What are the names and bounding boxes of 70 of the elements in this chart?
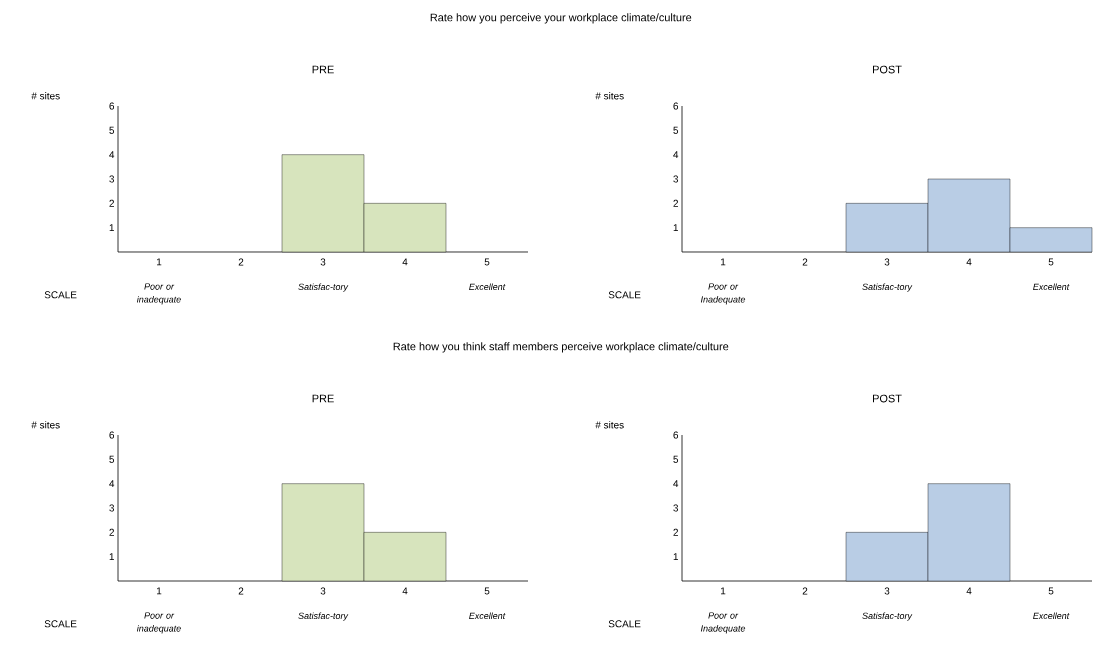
text: Satisfac-tory xyxy=(862,283,913,292)
y-tick-label: 6 xyxy=(673,431,679,439)
y-tick-label: 3 xyxy=(109,504,115,512)
y-tick-label: 2 xyxy=(109,199,114,207)
x-tick-label: 4 xyxy=(966,587,972,595)
y-tick-label: 3 xyxy=(673,175,679,183)
x-axis-title: SCALE xyxy=(608,291,641,299)
x-tick-label: 3 xyxy=(320,587,326,595)
x-tick-label: 3 xyxy=(884,258,890,266)
x-tick-label: 2 xyxy=(802,258,808,266)
x-axis-title: SCALE xyxy=(44,291,77,299)
x-tick-label: 5 xyxy=(1048,258,1054,266)
text: Satisfac-tory xyxy=(862,612,913,621)
text: Rate how you perceive your workplace climate/culture xyxy=(430,13,692,24)
x-tick-label: 1 xyxy=(157,587,162,595)
text: Poor or inadequate xyxy=(136,283,181,305)
y-tick-label: 6 xyxy=(673,102,679,110)
text: Excellent xyxy=(469,283,506,290)
y-tick-label: 3 xyxy=(109,175,115,183)
y-axis-title: # sites xyxy=(595,92,624,100)
chart-subtitle: POST xyxy=(873,65,902,74)
y-tick-label: 6 xyxy=(109,102,115,110)
y-tick-label: 5 xyxy=(673,126,679,134)
x-tick-label: 2 xyxy=(238,587,244,595)
text: Satisfac-tory xyxy=(298,283,349,292)
x-tick-label: 1 xyxy=(721,587,726,595)
x-tick-label: 4 xyxy=(402,587,408,595)
y-tick-label: 2 xyxy=(673,199,678,207)
y-tick-label: 2 xyxy=(673,528,678,536)
y-axis-title: # sites xyxy=(31,92,60,100)
y-axis-title: # sites xyxy=(31,421,60,429)
text: Poor or inadequate xyxy=(136,612,181,634)
x-tick-label: 5 xyxy=(484,258,490,266)
x-tick-label: 5 xyxy=(484,587,490,595)
text: Excellent xyxy=(1033,283,1070,290)
y-tick-label: 4 xyxy=(109,151,115,159)
text: Excellent xyxy=(1033,612,1070,620)
x-tick-label: 5 xyxy=(1048,587,1054,595)
chart-subtitle: PRE xyxy=(312,394,334,403)
y-tick-label: 5 xyxy=(673,455,679,463)
y-axis-title: # sites xyxy=(595,421,624,429)
text: Satisfac-tory xyxy=(298,612,349,621)
text: Rate how you think staff members perceive workplace climate/culture xyxy=(393,342,729,353)
x-axis-title: SCALE xyxy=(608,620,641,628)
x-tick-label: 2 xyxy=(802,587,808,595)
text: Poor or Inadequate xyxy=(700,612,746,634)
chart-subtitle: POST xyxy=(873,394,902,403)
x-tick-label: 3 xyxy=(884,587,890,595)
x-tick-label: 3 xyxy=(320,258,326,266)
chart-subtitle: PRE xyxy=(312,65,334,74)
y-tick-label: 4 xyxy=(109,480,115,488)
y-tick-label: 5 xyxy=(109,126,115,134)
y-tick-label: 1 xyxy=(673,553,679,561)
y-tick-label: 1 xyxy=(673,224,679,232)
x-axis-title: SCALE xyxy=(44,620,77,628)
x-tick-label: 1 xyxy=(721,258,726,266)
x-tick-label: 2 xyxy=(238,258,244,266)
text: Poor or Inadequate xyxy=(700,283,746,305)
y-tick-label: 3 xyxy=(673,504,679,512)
x-tick-label: 1 xyxy=(157,258,162,266)
y-tick-label: 5 xyxy=(109,455,115,463)
y-tick-label: 2 xyxy=(109,528,114,536)
x-tick-label: 4 xyxy=(402,258,408,266)
y-tick-label: 1 xyxy=(109,553,114,561)
y-tick-label: 4 xyxy=(673,480,679,488)
x-tick-label: 4 xyxy=(966,258,972,266)
text: Excellent xyxy=(469,612,506,620)
y-tick-label: 1 xyxy=(109,224,114,232)
y-tick-label: 4 xyxy=(673,151,679,159)
y-tick-label: 6 xyxy=(109,431,115,439)
